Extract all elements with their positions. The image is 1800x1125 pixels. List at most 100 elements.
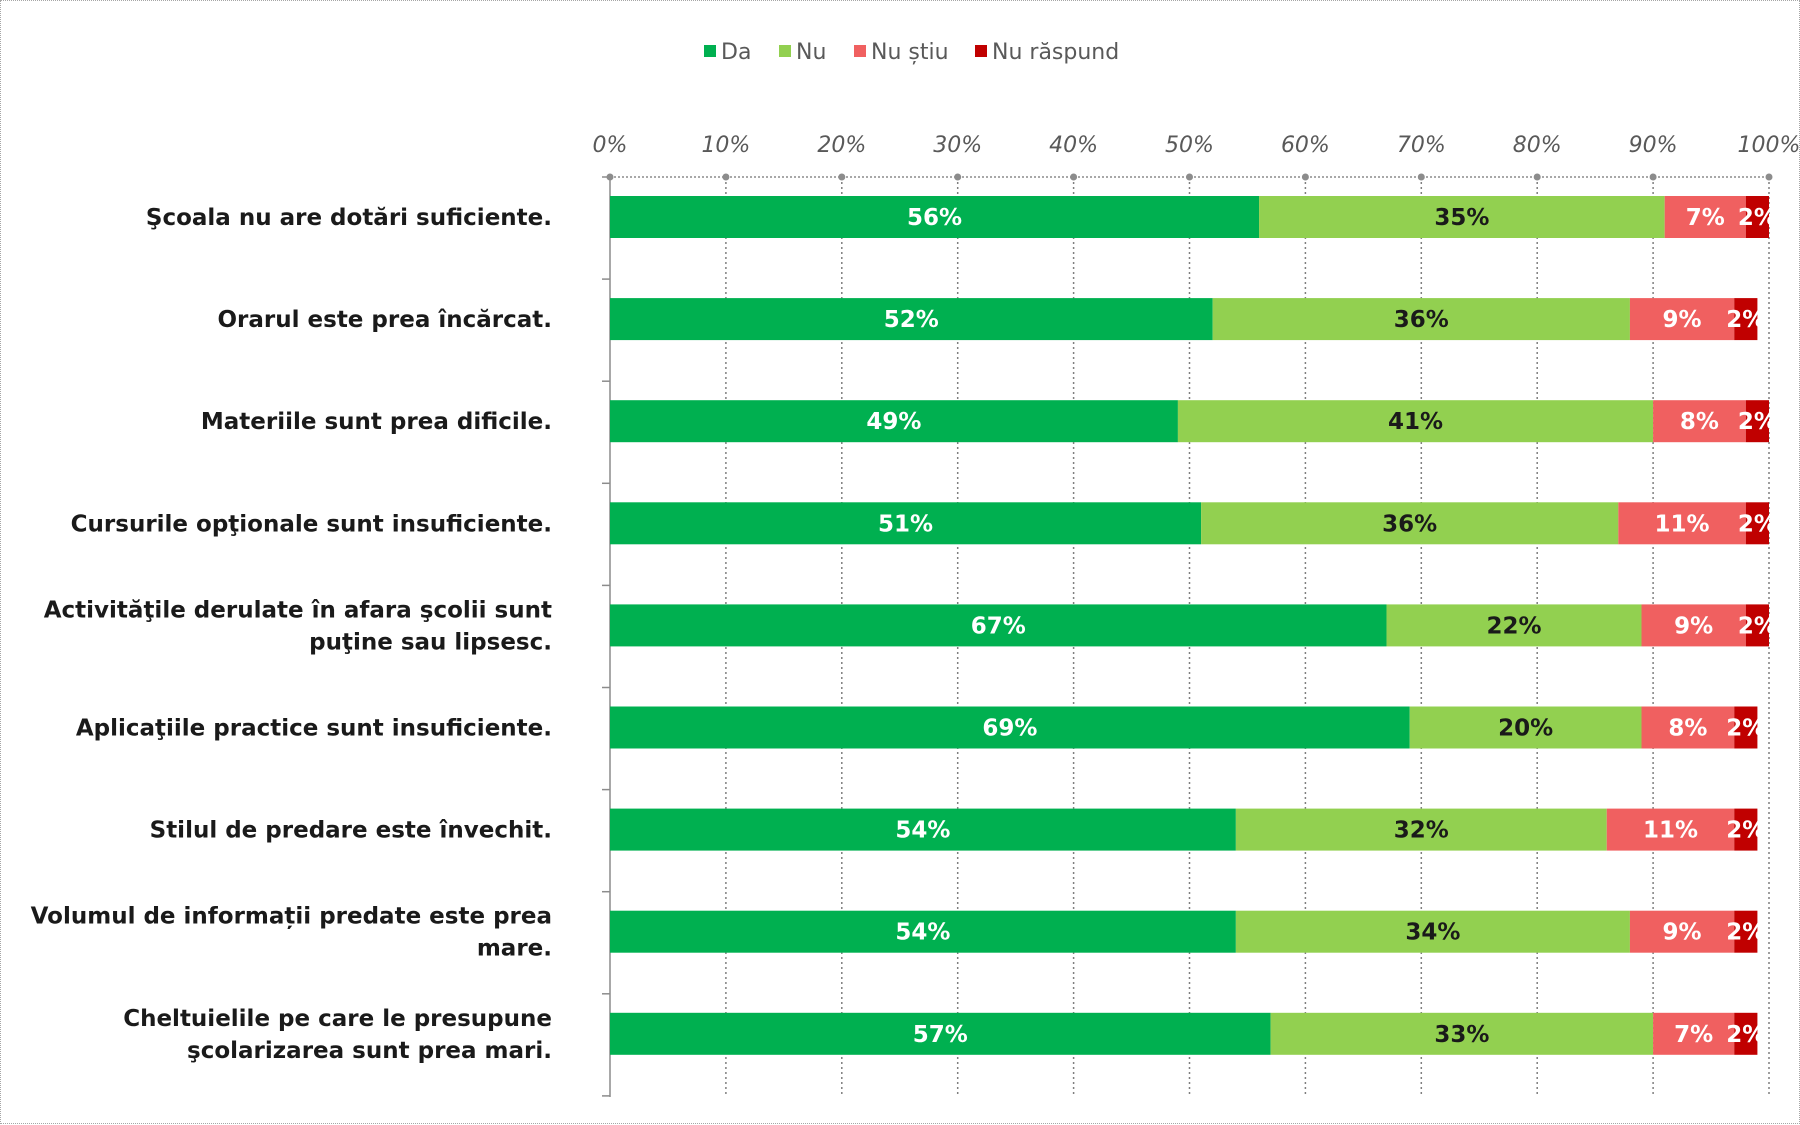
category-label: Aplicaţiile practice sunt insuficiente. [76,716,552,742]
x-tick-mark [1186,173,1193,181]
bar-4-4 [1745,502,1769,545]
x-tick-label: 100% [1738,133,1800,158]
bar-value-label: 22% [1486,613,1541,639]
x-tick-mark [954,173,962,181]
x-tick-label: 40% [1049,133,1098,158]
bar-value-label: 51% [878,511,933,537]
x-tick-mark [1765,173,1773,181]
bar-value-label: 2% [1726,818,1765,844]
bar-8-3 [1629,910,1735,953]
x-tick-mark [1417,173,1425,181]
bar-value-label: 56% [907,205,962,231]
x-tick-mark [1533,173,1541,181]
bar-3-1 [610,400,1178,443]
bar-4-2 [1201,502,1619,545]
bar-7-4 [1734,808,1758,851]
bar-value-label: 9% [1674,613,1713,639]
bar-3-3 [1653,400,1746,443]
legend-swatch-2 [779,45,791,57]
bar-1-1 [610,196,1260,238]
x-tick-label: 0% [593,133,628,158]
bar-6-3 [1641,706,1735,749]
bar-value-label: 2% [1726,307,1765,333]
bar-value-label: 2% [1738,613,1777,639]
bar-value-label: 52% [884,307,939,333]
bar-5-1 [610,604,1387,647]
bar-value-label: 36% [1382,511,1437,537]
bar-value-label: 9% [1663,307,1702,333]
category-label: Stilul de predare este învechit. [150,818,552,844]
x-tick-label: 60% [1281,133,1330,158]
x-tick-mark [1649,173,1657,181]
bar-value-label: 2% [1726,716,1765,742]
bar-value-label: 54% [895,920,950,946]
bar-value-label: 9% [1663,920,1702,946]
category-label: Volumul de informații predate este prea [31,904,552,930]
bar-9-2 [1270,1012,1654,1055]
bar-2-4 [1734,298,1758,341]
bar-8-1 [610,910,1236,953]
bar-2-3 [1629,298,1735,341]
legend-label-2: Nu [796,40,826,65]
bar-value-label: 8% [1668,716,1707,742]
legend-label-4: Nu răspund [992,40,1119,65]
category-label: Orarul este prea încărcat. [218,307,553,333]
bar-value-label: 2% [1738,205,1777,231]
bar-2-2 [1212,298,1630,341]
x-tick-label: 10% [701,133,750,158]
x-tick-mark [722,173,730,181]
bar-9-3 [1653,1012,1735,1055]
bar-9-1 [610,1012,1271,1055]
x-tick-label: 90% [1629,133,1678,158]
bar-value-label: 8% [1680,409,1719,435]
legend-swatch-3 [854,45,866,57]
bar-6-1 [610,706,1410,749]
category-label: Activităţile derulate în afara şcolii su… [44,597,552,623]
bar-value-label: 41% [1388,409,1443,435]
x-tick-label: 50% [1165,133,1214,158]
bar-value-label: 67% [971,613,1026,639]
bar-value-label: 57% [913,1022,968,1048]
bar-value-label: 7% [1674,1022,1713,1048]
category-label: puţine sau lipsesc. [309,629,552,655]
category-label: Materiile sunt prea dificile. [201,409,552,435]
bar-4-1 [610,502,1202,545]
bar-1-3 [1664,196,1746,238]
bar-5-4 [1745,604,1769,647]
bar-value-label: 2% [1738,409,1777,435]
bar-7-2 [1235,808,1607,851]
x-tick-mark [838,173,846,181]
bar-value-label: 33% [1434,1022,1489,1048]
bar-value-label: 32% [1394,818,1449,844]
bar-value-label: 36% [1394,307,1449,333]
bar-3-4 [1745,400,1769,443]
bar-2-1 [610,298,1213,341]
bar-5-2 [1386,604,1642,647]
x-tick-mark [1070,173,1078,181]
bar-7-1 [610,808,1236,851]
x-tick-label: 30% [933,133,982,158]
bar-value-label: 7% [1686,205,1725,231]
bar-8-4 [1734,910,1758,953]
x-tick-label: 20% [817,133,866,158]
bar-7-3 [1606,808,1735,851]
bar-value-label: 20% [1498,716,1553,742]
legend-swatch-1 [704,45,716,57]
category-label: şcolarizarea sunt prea mari. [187,1038,552,1064]
bar-value-label: 49% [866,409,921,435]
x-tick-mark [1301,173,1309,181]
bar-3-2 [1177,400,1654,443]
category-label: mare. [477,936,552,962]
bar-5-3 [1641,604,1746,647]
category-label: Cursurile opţionale sunt insuficiente. [71,511,552,537]
legend-swatch-4 [975,45,987,57]
bar-value-label: 11% [1655,511,1710,537]
bar-value-label: 34% [1405,920,1460,946]
legend-label-3: Nu știu [871,40,949,65]
bar-value-label: 54% [895,818,950,844]
legend-label-1: Da [721,40,751,65]
bar-6-2 [1409,706,1642,749]
x-tick-label: 80% [1513,133,1562,158]
